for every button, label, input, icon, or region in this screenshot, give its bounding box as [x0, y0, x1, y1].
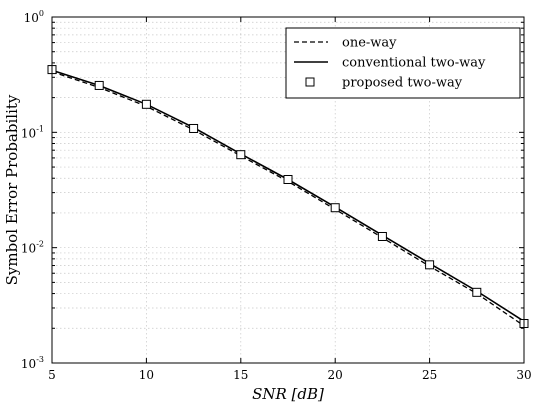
tick-labels: 5 10 15 20 25 30 10-3 10-2 10-1 100 [21, 9, 532, 382]
x-tick-label: 20 [328, 368, 343, 382]
x-axis-label: SNR [dB] [252, 385, 324, 403]
plot-frame [51, 16, 525, 364]
y-axis-label: Symbol Error Probability [3, 94, 21, 285]
x-tick-label: 15 [233, 368, 248, 382]
proposed-two-way-marker [236, 150, 246, 160]
proposed-two-way-marker [141, 99, 151, 109]
legend: one-way conventional two-way proposed two-… [285, 27, 521, 99]
proposed-two-way-marker [472, 287, 482, 297]
x-tick-label: 10 [139, 368, 154, 382]
y-tick-label: 10-1 [21, 124, 44, 140]
proposed-two-way-marker [377, 231, 387, 241]
x-tick-label: 5 [48, 368, 56, 382]
legend-label: one-way [342, 36, 397, 51]
proposed-two-way-marker [94, 80, 104, 90]
legend-label: conventional two-way [342, 56, 486, 71]
y-tick-label: 10-3 [21, 355, 44, 371]
tick-marks [51, 16, 525, 364]
proposed-two-way-marker [425, 260, 435, 270]
x-tick-label: 25 [422, 368, 437, 382]
series-layer [47, 65, 529, 329]
y-tick-label: 10-2 [21, 240, 44, 256]
legend-label: proposed two-way [342, 76, 463, 91]
legend-marker-square [305, 77, 315, 87]
proposed-two-way-marker [189, 123, 199, 133]
legend-box [285, 27, 521, 99]
proposed-two-way-marker [283, 174, 293, 184]
proposed-two-way-marker [330, 203, 340, 213]
y-tick-label: 100 [24, 9, 44, 25]
x-tick-label: 30 [516, 368, 531, 382]
